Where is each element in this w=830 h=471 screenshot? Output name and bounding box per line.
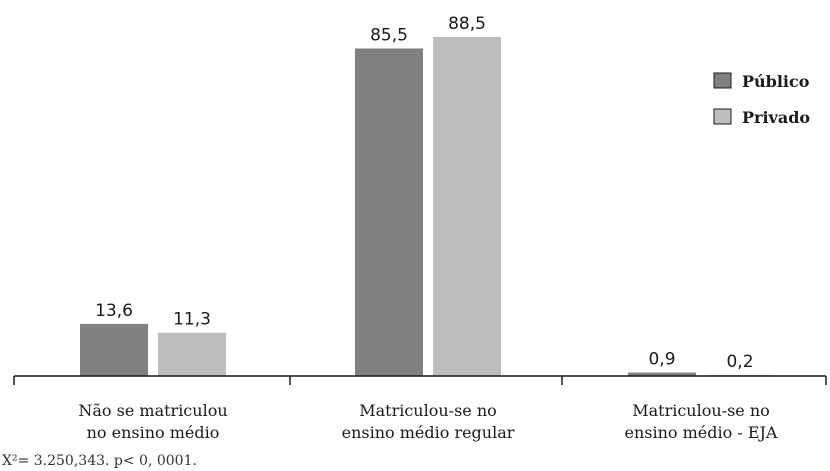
- bar-privado-1: [158, 332, 226, 376]
- category-labels-layer: Não se matriculou no ensino médio Matricul…: [78, 401, 778, 442]
- footnote: X²= 3.250,343. p< 0, 0001.: [2, 453, 197, 469]
- x-tick-label: Matriculou-se no: [632, 401, 770, 420]
- data-label: 13,6: [95, 301, 133, 321]
- legend: Público Privado: [713, 72, 810, 127]
- data-label: 0,9: [648, 350, 675, 370]
- x-axis: [13, 375, 827, 385]
- x-tick-label: Matriculou-se no: [359, 401, 497, 420]
- data-label: 88,5: [448, 14, 486, 34]
- x-tick-label: ensino médio - EJA: [625, 423, 778, 442]
- legend-label-público: Público: [742, 72, 810, 91]
- legend-label-privado: Privado: [742, 108, 810, 127]
- value-labels-layer: 13,6 11,3 85,5 88,5 0,9 0,2: [95, 14, 753, 372]
- data-label: 11,3: [173, 310, 211, 330]
- x-tick-label: no ensino médio: [87, 423, 220, 442]
- bar-público-2: [355, 48, 423, 377]
- bar-público-3: [628, 372, 696, 376]
- data-label: 0,2: [726, 352, 753, 372]
- bar-público-1: [80, 323, 148, 376]
- x-tick-label: ensino médio regular: [342, 423, 515, 442]
- legend-swatch-público: [713, 72, 732, 89]
- bar-privado-2: [433, 37, 501, 376]
- data-label: 85,5: [370, 25, 408, 45]
- x-tick-label: Não se matriculou: [78, 401, 227, 420]
- legend-swatch-privado: [713, 108, 732, 125]
